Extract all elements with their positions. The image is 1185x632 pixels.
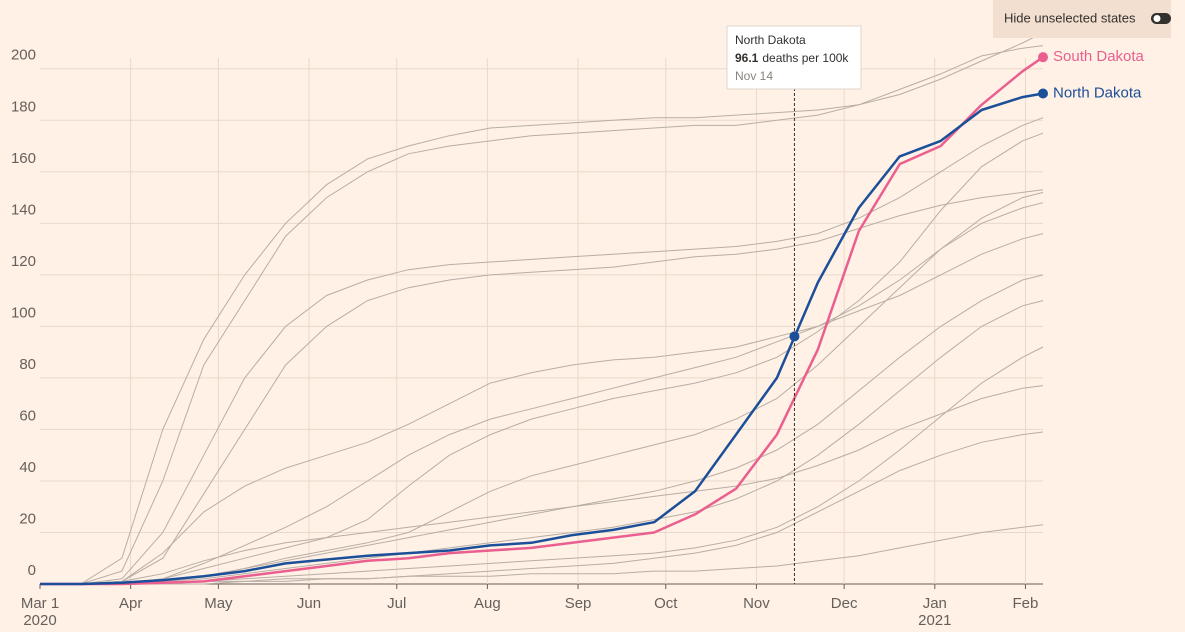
y-tick-label: 80 xyxy=(19,356,36,373)
x-tick-label: Jul xyxy=(387,595,406,612)
y-tick-label: 200 xyxy=(11,47,36,64)
toggle-box[interactable] xyxy=(993,0,1171,38)
tooltip-value: 96.1 xyxy=(735,51,759,65)
x-tick-label: Apr xyxy=(119,595,142,612)
tooltip-box xyxy=(726,25,862,90)
background-line xyxy=(40,32,1044,585)
y-tick-label: 0 xyxy=(28,562,36,579)
y-tick-label: 40 xyxy=(19,459,36,476)
end-dot xyxy=(1038,88,1048,99)
series-label: South Dakota xyxy=(1053,48,1145,65)
toggle[interactable]: Hide unselected states xyxy=(993,0,1171,38)
tooltip-unit: deaths per 100k xyxy=(762,51,849,65)
x-tick-label: Sep xyxy=(565,595,592,612)
tooltip-name: North Dakota xyxy=(735,33,806,47)
x-tick-label: Feb xyxy=(1013,595,1039,612)
y-tick-label: 180 xyxy=(11,98,36,115)
series-line xyxy=(40,56,1044,586)
x-tick-label: Nov xyxy=(743,595,770,612)
x-tick-label: May xyxy=(204,595,233,612)
background-line xyxy=(40,189,1044,585)
toggle-knob[interactable] xyxy=(1153,15,1161,22)
tooltip-date: Nov 14 xyxy=(735,69,773,83)
tooltip-dot xyxy=(789,331,800,342)
tooltip: North Dakota 96.1 deaths per 100k Nov 14 xyxy=(726,25,862,90)
background-line xyxy=(40,45,1044,585)
background-line xyxy=(40,202,1044,585)
y-tick-label: 120 xyxy=(11,253,36,270)
toggle-label[interactable]: Hide unselected states xyxy=(1004,10,1136,25)
x-tick-label: Jan xyxy=(923,595,947,612)
background-line xyxy=(40,117,1044,585)
y-tick-label: 140 xyxy=(11,201,36,218)
background-line xyxy=(40,346,1044,585)
lines xyxy=(40,32,1044,586)
background-line xyxy=(40,132,1044,585)
tooltip-value-line: 96.1 deaths per 100k xyxy=(735,51,849,65)
end-dot xyxy=(1038,52,1048,63)
background-line xyxy=(40,300,1044,585)
y-tick-label: 100 xyxy=(11,304,36,321)
x-tick-label: Oct xyxy=(654,595,678,612)
year-label: 2020 xyxy=(23,612,56,627)
x-tick-label: Dec xyxy=(831,595,858,612)
y-tick-label: 160 xyxy=(11,150,36,167)
background-line xyxy=(40,524,1044,585)
background-line xyxy=(40,233,1044,585)
background-line xyxy=(40,431,1044,585)
year-label: 2021 xyxy=(918,612,951,627)
grid xyxy=(39,58,1043,589)
y-tick-label: 60 xyxy=(19,407,36,424)
series-line xyxy=(40,92,1044,586)
series-label: North Dakota xyxy=(1053,84,1142,101)
x-tick-label: Jun xyxy=(297,595,321,612)
background-line xyxy=(40,385,1044,585)
y-tick-label: 20 xyxy=(19,510,36,527)
x-tick-label: Mar 1 xyxy=(21,595,59,612)
x-tick-label: Aug xyxy=(474,595,501,612)
